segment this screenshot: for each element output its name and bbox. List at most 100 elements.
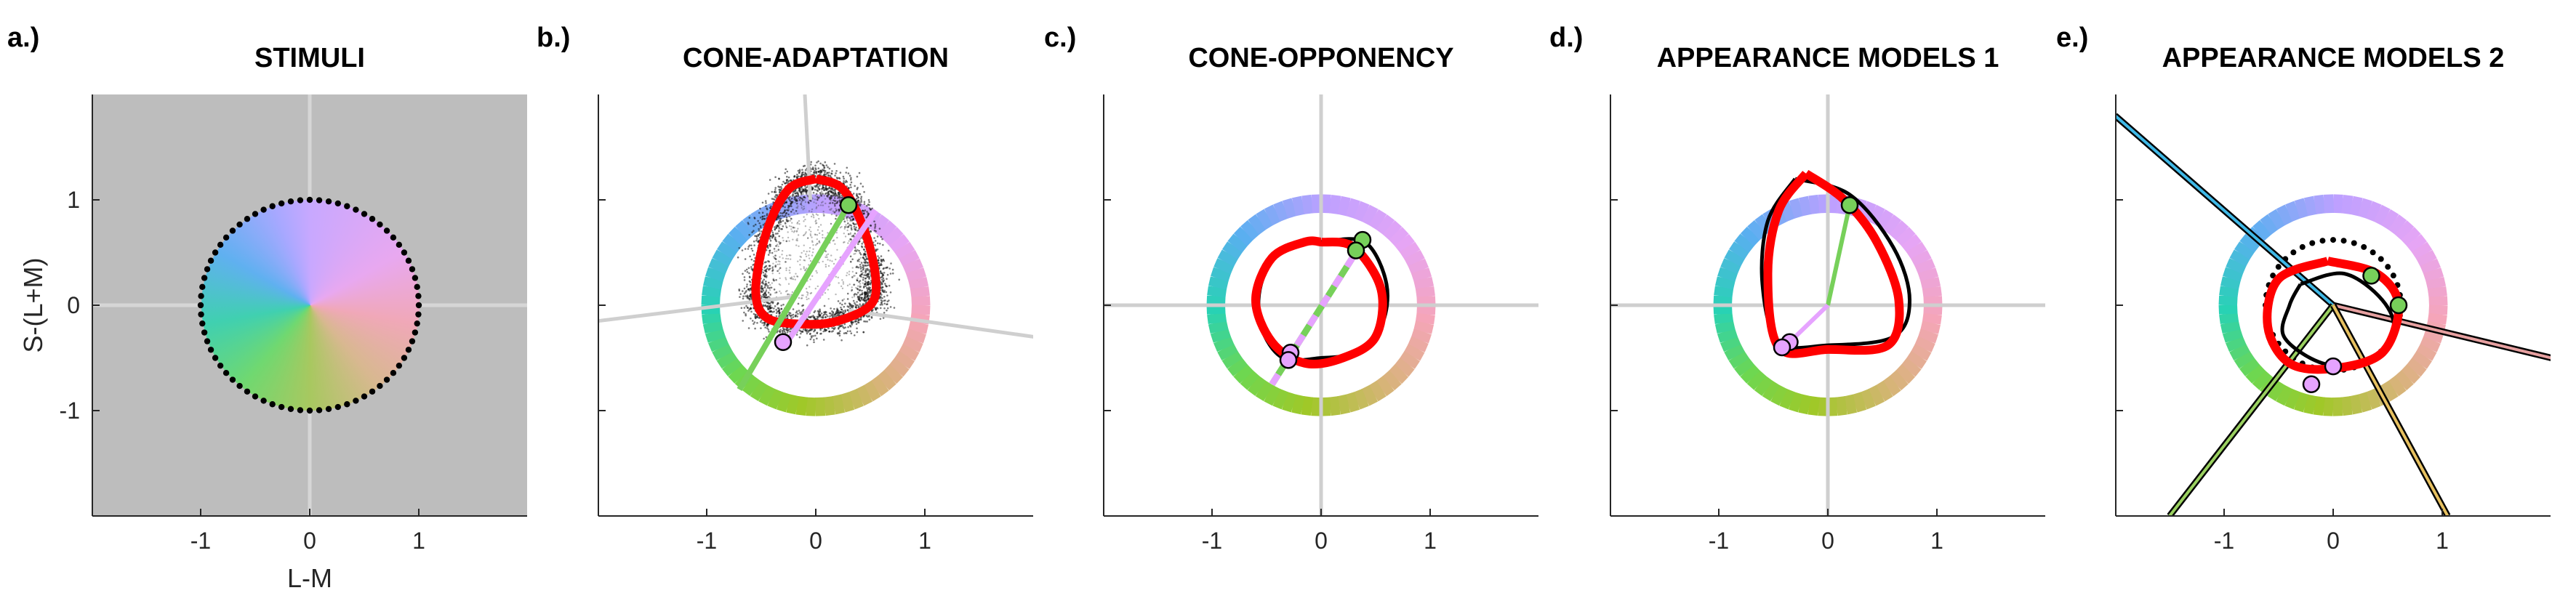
color-ring-segment [1233,363,1253,384]
cloud-point [782,205,785,208]
cloud-point [838,193,840,196]
cloud-point [750,244,753,246]
cloud-point [750,266,753,268]
cloud-point [868,201,870,203]
cloud-point [785,216,788,219]
cloud-point [788,311,790,314]
cloud-point [829,202,832,204]
cloud-point [862,331,865,334]
cloud-point [848,273,851,275]
color-ring-segment [1807,396,1821,416]
cloud-point [790,317,793,320]
cloud-point [785,225,787,227]
cloud-point [837,193,839,195]
cloud-point [774,254,777,257]
color-ring-segment [1240,369,1260,390]
cloud-point [744,258,747,260]
cloud-point [856,297,859,299]
color-ring-segment [1911,250,1932,267]
cloud-point [788,294,790,296]
cloud-point [793,227,796,229]
color-ring-segment [742,214,762,235]
cloud-point [747,327,750,329]
cloud-point [792,226,795,229]
color-ring-segment [806,397,816,416]
stimulus-dot [306,407,313,414]
cloud-point [822,214,825,217]
cloud-point [849,233,851,235]
cloud-point [751,249,754,252]
cloud-point [843,177,845,180]
panel-e: e.) APPEARANCE MODELS 2 -1 0 1 [2056,23,2551,554]
cloud-point [832,199,835,201]
color-ring-segment [908,320,928,334]
panel-a-ylabel: S-(L+M) [18,257,48,352]
cloud-point [830,213,833,216]
stimulus-dot [236,221,243,228]
cloud-point [806,344,808,347]
color-ring-segment [2276,384,2293,406]
panel-a-xlabel: L-M [287,563,332,593]
cloud-point [765,205,767,207]
cloud-point [845,172,847,174]
cloud-point [843,332,846,334]
cloud-point [831,310,833,312]
color-ring-segment [2260,214,2279,235]
cloud-point [833,315,835,318]
cloud-point [785,200,788,202]
cloud-point [798,188,801,190]
cloud-point [803,198,806,201]
color-ring-segment [1895,364,1916,384]
color-ring-segment [2340,194,2354,214]
cloud-point [798,199,801,201]
cloud-point [830,172,833,175]
cloud-point [842,175,845,178]
cloud-point [775,240,777,243]
cloud-point [808,254,810,257]
cloud-point [865,274,868,276]
cloud-point [866,290,869,292]
color-ring-segment [911,304,931,315]
cloud-point [768,268,771,270]
cloud-point [831,260,833,262]
cloud-point [870,209,872,211]
cloud-point [801,204,803,207]
cloud-point [863,252,865,255]
cloud-point [798,170,801,172]
cloud-point [847,226,849,228]
color-ring-segment [1754,375,1773,396]
stimulus-dot [207,347,214,353]
cloud-point [859,286,862,288]
cloud-point [774,189,777,191]
cloud-point [784,206,786,209]
cloud-point [799,264,801,266]
cloud-point [859,318,862,321]
cloud-point [798,172,801,174]
cloud-point [747,289,750,291]
cloud-point [792,308,795,310]
color-ring-segment [2400,364,2421,384]
cloud-point [888,267,891,270]
cloud-point [779,188,782,191]
cloud-point [859,283,862,285]
cloud-point [783,330,786,333]
cloud-point [772,262,774,265]
cloud-point [798,245,800,248]
cloud-point [857,199,860,202]
vector-line [2332,304,2449,516]
cloud-point [771,273,774,275]
cloud-point [856,259,859,262]
cloud-point [832,239,835,241]
cloud-point [779,263,781,265]
cloud-point [816,242,819,245]
color-ring-segment [870,375,889,397]
cloud-point [790,328,793,330]
color-ring-segment [1901,358,1922,377]
cloud-point [842,312,844,315]
cloud-point [816,331,819,334]
cloud-point [849,232,852,234]
cloud-point [774,233,777,235]
cloud-point [803,244,805,246]
cloud-point [859,251,862,254]
color-ring-segment [911,296,931,307]
